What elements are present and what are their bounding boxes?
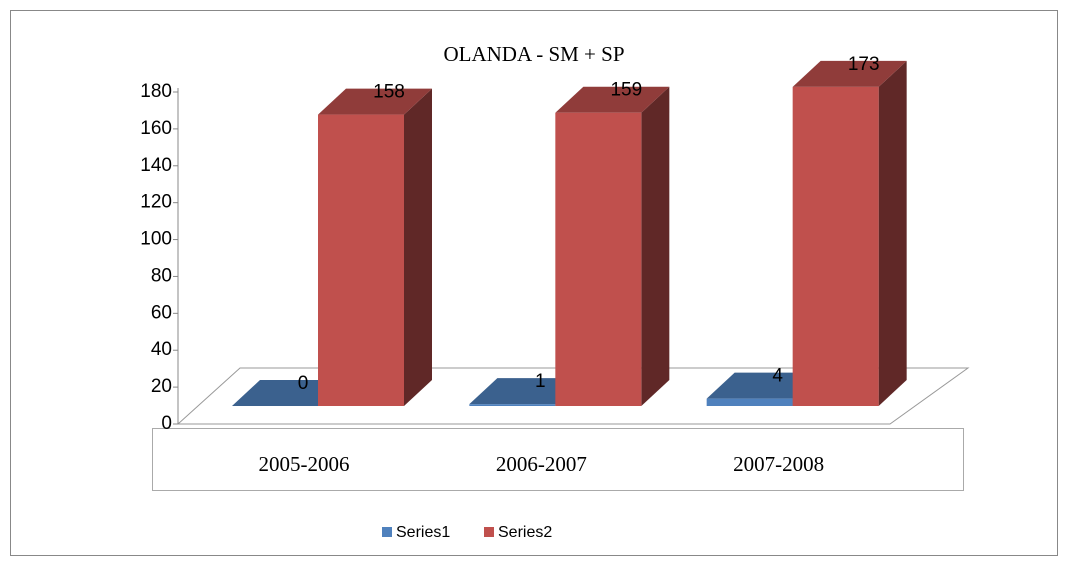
data-label: 1 xyxy=(535,371,546,392)
y-tick-label: 20 xyxy=(151,376,172,397)
category-box xyxy=(152,428,964,491)
bar-side xyxy=(878,60,907,407)
x-tick-label: 2005-2006 xyxy=(259,452,350,476)
floor xyxy=(176,367,970,425)
y-tick-label: 80 xyxy=(151,265,172,286)
bar-side xyxy=(404,88,432,407)
bar-top xyxy=(469,378,584,405)
bar-top xyxy=(706,372,821,399)
y-tick-label: 60 xyxy=(151,302,172,323)
y-tick-label: 120 xyxy=(140,192,172,213)
y-tick-label: 140 xyxy=(140,155,172,176)
x-tick-label: 2007-2008 xyxy=(733,452,824,476)
data-label: 158 xyxy=(373,82,405,103)
bar-top xyxy=(232,380,346,406)
bar xyxy=(555,112,642,406)
bar-top xyxy=(792,60,907,87)
y-tick-label: 100 xyxy=(140,229,172,250)
y-tick-label: 160 xyxy=(140,118,172,139)
legend-label: Series2 xyxy=(498,524,552,541)
legend-swatch xyxy=(484,527,494,537)
chart-title: OLANDA - SM + SP xyxy=(443,42,624,66)
data-label: 0 xyxy=(298,373,309,394)
x-tick-label: 2006-2007 xyxy=(496,452,587,476)
legend-swatch xyxy=(382,527,392,537)
bar xyxy=(318,114,404,407)
data-label: 173 xyxy=(848,54,880,75)
y-tick-label: 0 xyxy=(161,413,172,434)
y-tick-label: 180 xyxy=(140,81,172,102)
bar-side xyxy=(641,86,670,406)
bar xyxy=(792,86,879,407)
bar xyxy=(706,398,793,406)
bar xyxy=(469,404,556,406)
legend-label: Series1 xyxy=(396,524,450,541)
bar-top xyxy=(555,86,670,113)
y-tick-label: 40 xyxy=(151,339,172,360)
data-label: 159 xyxy=(610,80,642,101)
data-label: 4 xyxy=(772,366,783,387)
bar-top xyxy=(318,88,432,115)
